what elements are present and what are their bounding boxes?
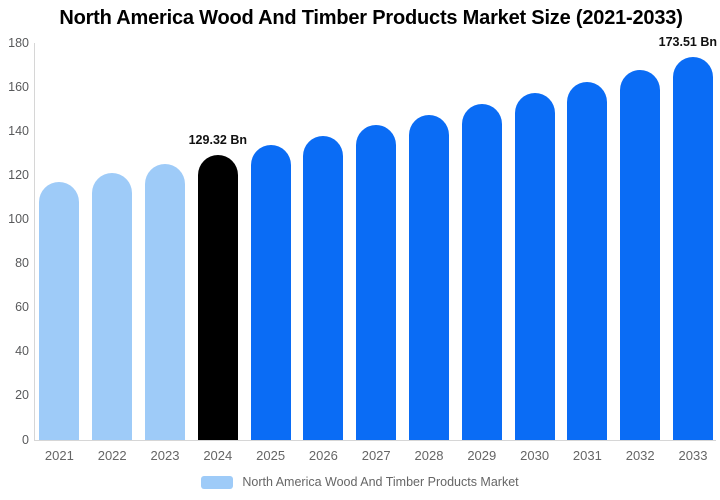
bar-2031[interactable] (567, 81, 608, 440)
legend[interactable]: North America Wood And Timber Products M… (0, 475, 720, 489)
legend-label: North America Wood And Timber Products M… (242, 475, 519, 489)
x-axis-label-2027: 2027 (361, 448, 391, 463)
x-axis-label-2024: 2024 (203, 448, 233, 463)
x-axis-label-2022: 2022 (97, 448, 127, 463)
y-axis-label-40: 40 (15, 344, 29, 359)
bar-2021[interactable] (39, 181, 80, 440)
x-axis-label-2023: 2023 (150, 448, 180, 463)
x-axis-label-2031: 2031 (572, 448, 602, 463)
x-axis-label-2028: 2028 (414, 448, 444, 463)
bar-2024[interactable] (197, 154, 238, 440)
legend-swatch (201, 475, 234, 489)
y-axis-label-20: 20 (15, 388, 29, 403)
y-axis-label-180: 180 (8, 35, 29, 50)
bar-2028[interactable] (409, 114, 449, 440)
bar-2032[interactable] (620, 69, 661, 440)
x-axis-label-2029: 2029 (467, 448, 497, 463)
bar-2023[interactable] (145, 163, 185, 440)
bar-2029[interactable] (461, 104, 502, 440)
y-axis-label-120: 120 (8, 167, 29, 182)
bar-2030[interactable] (514, 93, 555, 440)
x-axis-line (34, 440, 716, 441)
y-axis-line (34, 43, 35, 440)
bar-2022[interactable] (92, 172, 133, 440)
x-axis-label-2033: 2033 (678, 448, 708, 463)
chart-title: North America Wood And Timber Products M… (59, 7, 683, 29)
x-axis-label-2025: 2025 (256, 448, 286, 463)
bar-2026[interactable] (303, 135, 344, 440)
x-axis-label-2021: 2021 (44, 448, 74, 463)
x-axis-label-2032: 2032 (625, 448, 655, 463)
bar-2033[interactable] (673, 57, 713, 440)
y-axis-label-160: 160 (8, 79, 29, 94)
y-axis-label-0: 0 (22, 432, 29, 447)
y-axis-label-100: 100 (8, 211, 29, 226)
y-axis-label-60: 60 (15, 300, 29, 315)
value-label-2033: 173.51 Bn (658, 35, 717, 50)
x-axis-label-2026: 2026 (308, 448, 338, 463)
y-axis-label-80: 80 (15, 256, 29, 271)
x-axis-label-2030: 2030 (520, 448, 550, 463)
value-label-2024: 129.32 Bn (188, 132, 247, 147)
bar-2027[interactable] (356, 125, 397, 440)
y-axis-label-140: 140 (8, 123, 29, 138)
bar-2025[interactable] (250, 145, 291, 440)
